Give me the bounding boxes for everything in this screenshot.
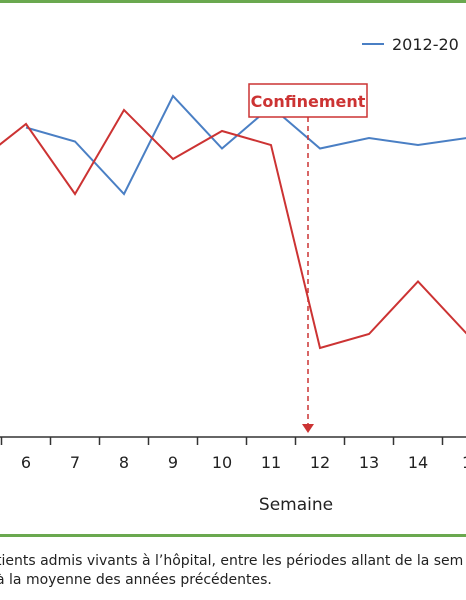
x-axis-title: Semaine [259, 495, 333, 515]
series-layer [0, 94, 466, 350]
series-line-2012-2019 [25, 94, 466, 196]
x-tick-label: 13 [359, 453, 379, 472]
x-tick-label: 1 [462, 453, 466, 472]
x-tick-labels: 6 7 8 9 10 11 12 13 14 1 [21, 453, 466, 472]
confinement-annotation: Confinement [248, 83, 368, 433]
confinement-arrowhead [302, 424, 314, 433]
legend: 2012-20 [362, 35, 459, 54]
series-line-2020 [0, 108, 466, 350]
confinement-label: Confinement [251, 92, 366, 111]
legend-label-2012: 2012-20 [392, 35, 459, 54]
confinement-box [248, 83, 368, 118]
caption: tients admis vivants à l’hôpital, entre … [0, 552, 466, 590]
x-tick-label: 7 [70, 453, 80, 472]
x-tick-label: 12 [310, 453, 330, 472]
x-tick-label: 14 [408, 453, 428, 472]
bottom-border [0, 534, 466, 537]
x-tick-label: 8 [119, 453, 129, 472]
top-border [0, 0, 466, 3]
x-tick-label: 10 [212, 453, 232, 472]
x-tick-label: 11 [261, 453, 281, 472]
x-ticks [0, 437, 444, 445]
caption-line-2: à la moyenne des années précédentes. [0, 572, 272, 588]
x-tick-label: 6 [21, 453, 31, 472]
x-tick-label: 9 [168, 453, 178, 472]
caption-line-1: tients admis vivants à l’hôpital, entre … [0, 553, 464, 569]
